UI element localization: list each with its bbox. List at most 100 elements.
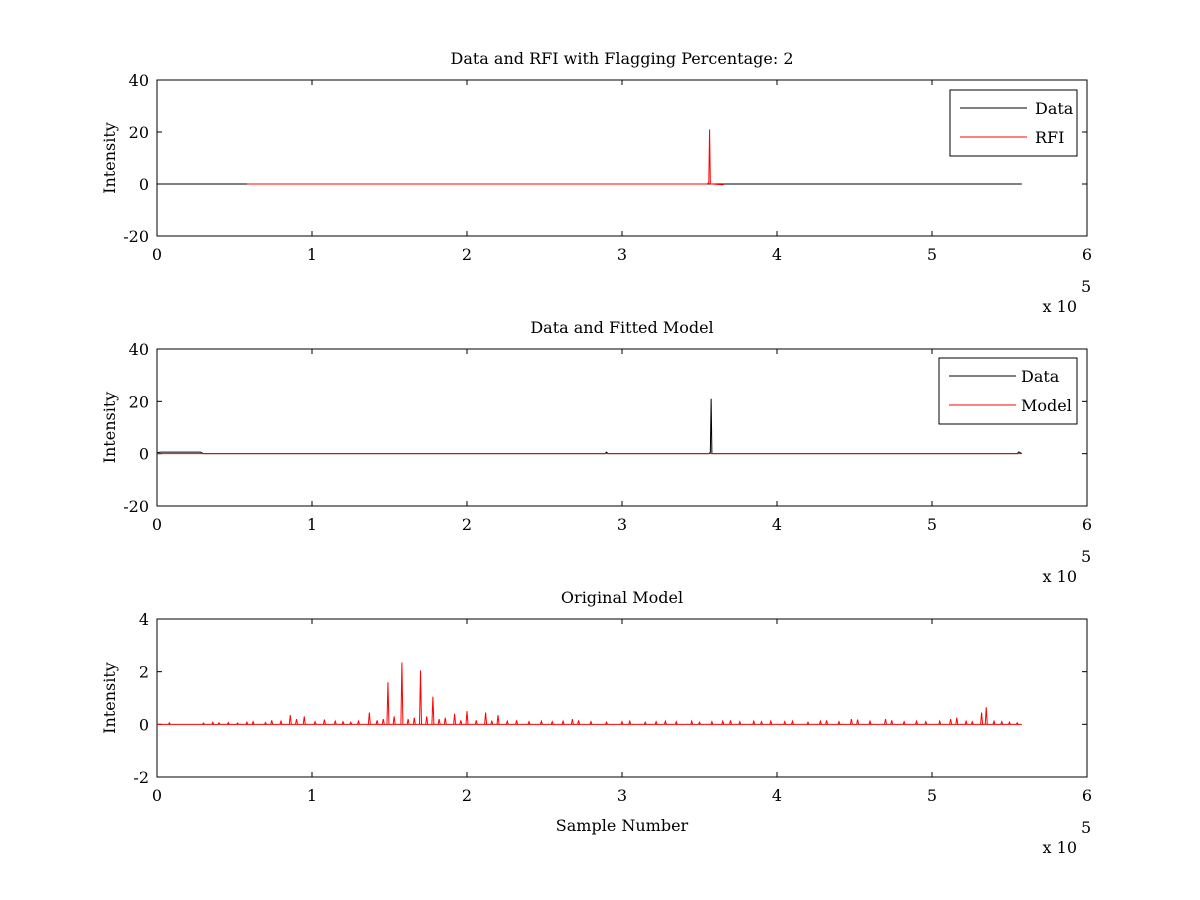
x-tick-label: 6 (1082, 786, 1092, 805)
series-spike (515, 720, 519, 725)
series-spike (577, 720, 581, 725)
series-spike (226, 721, 230, 725)
series-spike (236, 722, 239, 725)
series-spike (496, 715, 500, 725)
series-spike (984, 707, 988, 725)
x-tick-label: 0 (152, 245, 162, 264)
series-spike (890, 720, 894, 725)
series-spike (849, 718, 853, 725)
series-spike (837, 720, 841, 725)
series-spike (381, 718, 385, 725)
x-tick-label: 2 (462, 786, 472, 805)
series-spike (251, 720, 255, 725)
series-spike (453, 713, 457, 725)
series-spike (386, 682, 390, 725)
x-multiplier-base: x 10 (1043, 567, 1077, 586)
series-spike (245, 721, 249, 725)
series-spike (915, 719, 918, 725)
series-spike (202, 722, 205, 725)
series-spike (349, 721, 353, 725)
series-spike (474, 720, 478, 725)
plot-area (156, 79, 1088, 237)
series-spike (443, 717, 447, 725)
x-tick-label: 3 (617, 245, 627, 264)
plot-area (156, 348, 1088, 507)
y-tick-label: 0 (139, 715, 149, 734)
chart-title: Data and Fitted Model (530, 318, 713, 337)
series-spike (264, 721, 267, 725)
legend-label: Model (1021, 396, 1072, 415)
series-spike (791, 719, 794, 725)
x-tick-label: 0 (152, 515, 162, 534)
series-spike (357, 719, 360, 725)
series-spike (539, 719, 543, 725)
series-spike (375, 720, 379, 725)
y-tick-label: 0 (139, 445, 149, 464)
series-spike (217, 721, 221, 725)
series-spike (167, 721, 171, 725)
x-axis-label: Sample Number (556, 816, 689, 835)
x-tick-label: 2 (462, 515, 472, 534)
x-tick-label: 4 (772, 786, 782, 805)
series-spike (270, 720, 274, 725)
series-spike (924, 720, 928, 725)
series-spike (643, 721, 647, 725)
x-tick-label: 5 (927, 786, 937, 805)
series-spike (550, 720, 554, 725)
plot-area (156, 618, 1088, 778)
series-spike (674, 720, 678, 725)
legend-label: Data (1035, 99, 1074, 118)
x-tick-label: 0 (152, 786, 162, 805)
series-spike (279, 719, 283, 725)
series-spike (1000, 720, 1004, 725)
series-spike (868, 719, 872, 725)
series-spike (425, 716, 429, 725)
series-line-rfi (246, 129, 725, 186)
series-spike (322, 719, 326, 725)
series-spike (400, 662, 404, 725)
series-spike (806, 721, 810, 725)
y-tick-label: 20 (129, 392, 149, 411)
y-tick-label: 0 (139, 175, 149, 194)
y-tick-label: 40 (129, 340, 149, 359)
chart-title: Original Model (561, 588, 683, 607)
x-tick-label: 4 (772, 245, 782, 264)
x-tick-label: 2 (462, 245, 472, 264)
series-spike (884, 718, 887, 725)
series-spike (341, 720, 345, 725)
series-spike (769, 719, 773, 725)
series-spike (663, 719, 667, 725)
series-spike (783, 720, 787, 725)
legend-label: RFI (1035, 128, 1064, 147)
series-spike (902, 720, 906, 725)
series-spike (738, 720, 742, 725)
x-tick-label: 5 (927, 515, 937, 534)
x-tick-label: 1 (307, 786, 317, 805)
series-spike (690, 719, 694, 725)
series-spike (490, 719, 494, 725)
series-spike (313, 720, 317, 725)
series-spike (955, 717, 959, 725)
series-spike (710, 720, 714, 725)
x-tick-label: 4 (772, 515, 782, 534)
y-tick-label: -20 (123, 497, 149, 516)
series-spike (419, 670, 422, 725)
x-multiplier-exponent: 5 (1081, 547, 1091, 566)
series-spike (721, 719, 725, 725)
series-spike (992, 719, 996, 725)
series-spike (505, 719, 509, 725)
series-spike (367, 712, 371, 725)
x-tick-label: 5 (927, 245, 937, 264)
y-axis-label: Intensity (100, 392, 119, 464)
y-tick-label: 40 (129, 71, 149, 90)
x-tick-label: 1 (307, 515, 317, 534)
series-spike (628, 719, 632, 725)
series-spike (1015, 721, 1019, 725)
legend-label: Data (1021, 367, 1060, 386)
series-spike (980, 712, 984, 725)
y-tick-label: -2 (133, 768, 149, 787)
series-spike (752, 719, 756, 725)
series-spike (333, 719, 337, 725)
